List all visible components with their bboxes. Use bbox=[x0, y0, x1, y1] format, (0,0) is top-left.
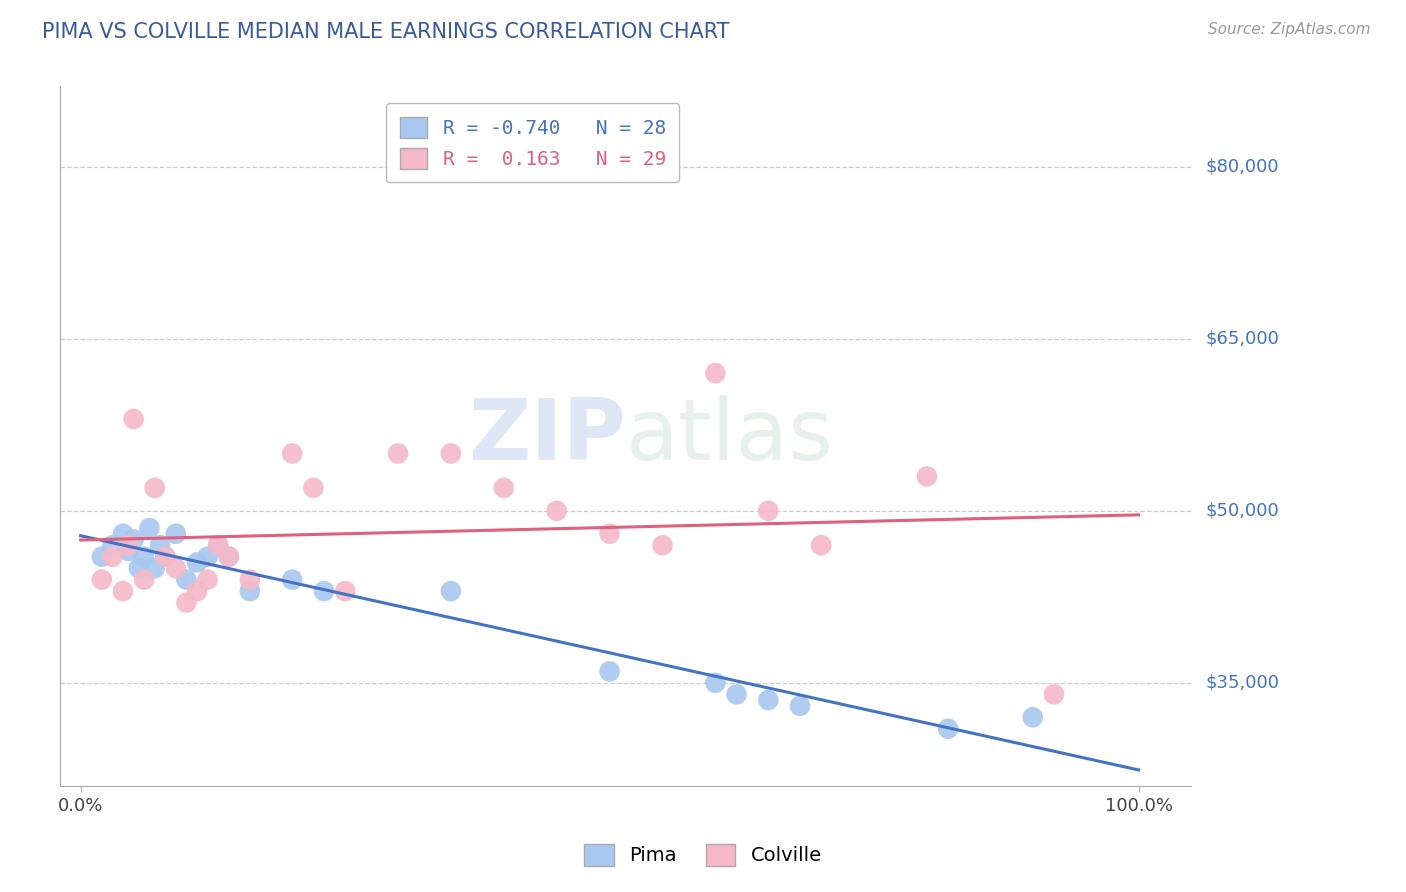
Point bbox=[756, 693, 779, 707]
Point bbox=[90, 549, 112, 564]
Point bbox=[387, 446, 409, 460]
Point bbox=[165, 561, 187, 575]
Text: PIMA VS COLVILLE MEDIAN MALE EARNINGS CORRELATION CHART: PIMA VS COLVILLE MEDIAN MALE EARNINGS CO… bbox=[42, 22, 730, 42]
Point bbox=[651, 538, 673, 552]
Point bbox=[302, 481, 325, 495]
Point bbox=[90, 573, 112, 587]
Point bbox=[128, 561, 150, 575]
Point bbox=[440, 584, 463, 599]
Point bbox=[704, 366, 727, 380]
Point bbox=[111, 584, 134, 599]
Point bbox=[218, 549, 240, 564]
Point bbox=[117, 544, 139, 558]
Point bbox=[599, 526, 621, 541]
Point bbox=[810, 538, 832, 552]
Point bbox=[197, 549, 219, 564]
Point bbox=[149, 538, 172, 552]
Point bbox=[239, 584, 262, 599]
Point bbox=[155, 549, 177, 564]
Point bbox=[915, 469, 938, 483]
Point bbox=[789, 698, 811, 713]
Point bbox=[122, 412, 145, 426]
Text: Source: ZipAtlas.com: Source: ZipAtlas.com bbox=[1208, 22, 1371, 37]
Point bbox=[122, 533, 145, 547]
Point bbox=[440, 446, 463, 460]
Point bbox=[155, 549, 177, 564]
Legend: Pima, Colville: Pima, Colville bbox=[576, 837, 830, 873]
Text: ZIP: ZIP bbox=[468, 395, 626, 478]
Point bbox=[599, 665, 621, 679]
Point bbox=[546, 504, 568, 518]
Point bbox=[134, 549, 156, 564]
Legend: R = -0.740   N = 28, R =  0.163   N = 29: R = -0.740 N = 28, R = 0.163 N = 29 bbox=[387, 103, 679, 182]
Point bbox=[281, 446, 304, 460]
Point bbox=[1022, 710, 1045, 724]
Point bbox=[218, 549, 240, 564]
Point bbox=[239, 573, 262, 587]
Point bbox=[138, 521, 160, 535]
Point bbox=[312, 584, 335, 599]
Point bbox=[134, 573, 156, 587]
Point bbox=[281, 573, 304, 587]
Point bbox=[197, 573, 219, 587]
Point bbox=[143, 481, 166, 495]
Point bbox=[207, 538, 229, 552]
Point bbox=[186, 556, 208, 570]
Point bbox=[725, 687, 748, 701]
Point bbox=[936, 722, 959, 736]
Point bbox=[333, 584, 356, 599]
Text: $50,000: $50,000 bbox=[1205, 502, 1279, 520]
Point bbox=[186, 584, 208, 599]
Point bbox=[492, 481, 515, 495]
Point bbox=[756, 504, 779, 518]
Point bbox=[143, 561, 166, 575]
Point bbox=[704, 676, 727, 690]
Text: $35,000: $35,000 bbox=[1205, 673, 1279, 692]
Text: atlas: atlas bbox=[626, 395, 834, 478]
Point bbox=[101, 538, 124, 552]
Point bbox=[176, 596, 198, 610]
Point bbox=[207, 538, 229, 552]
Point bbox=[176, 573, 198, 587]
Point bbox=[165, 526, 187, 541]
Point bbox=[111, 526, 134, 541]
Point bbox=[1043, 687, 1066, 701]
Text: $65,000: $65,000 bbox=[1205, 330, 1279, 348]
Point bbox=[117, 538, 139, 552]
Point bbox=[101, 549, 124, 564]
Text: $80,000: $80,000 bbox=[1205, 158, 1278, 176]
